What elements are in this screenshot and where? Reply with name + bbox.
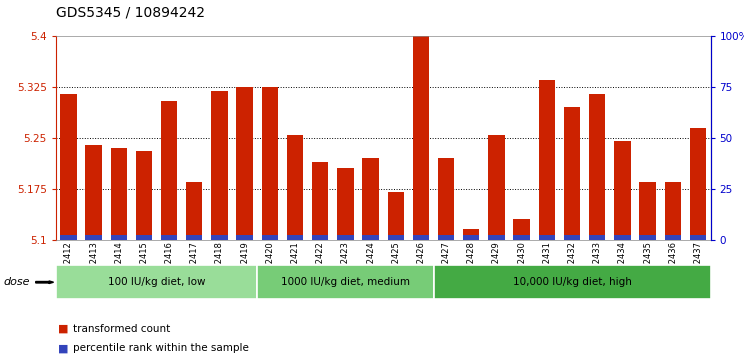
Bar xyxy=(237,87,253,240)
Bar xyxy=(262,235,278,240)
Bar xyxy=(237,235,253,240)
Text: percentile rank within the sample: percentile rank within the sample xyxy=(73,343,248,354)
Text: 1000 IU/kg diet, medium: 1000 IU/kg diet, medium xyxy=(281,277,410,287)
Bar xyxy=(463,235,479,240)
Bar xyxy=(413,235,429,240)
Bar xyxy=(211,235,228,240)
Text: 10,000 IU/kg diet, high: 10,000 IU/kg diet, high xyxy=(513,277,632,287)
Bar xyxy=(362,235,379,240)
Bar xyxy=(312,235,328,240)
Bar xyxy=(664,182,681,240)
Bar xyxy=(438,235,455,240)
Bar xyxy=(111,235,127,240)
Text: ■: ■ xyxy=(58,343,68,354)
Text: transformed count: transformed count xyxy=(73,323,170,334)
Bar xyxy=(539,80,555,240)
Bar xyxy=(589,94,606,240)
Bar xyxy=(60,94,77,240)
Bar xyxy=(413,36,429,240)
Text: 100 IU/kg diet, low: 100 IU/kg diet, low xyxy=(108,277,205,287)
Bar xyxy=(262,87,278,240)
Bar xyxy=(388,192,404,240)
Bar xyxy=(287,235,304,240)
Bar xyxy=(488,235,504,240)
Bar xyxy=(564,107,580,240)
Bar xyxy=(86,145,102,240)
Bar xyxy=(664,235,681,240)
Bar xyxy=(564,235,580,240)
Bar xyxy=(513,219,530,240)
Bar xyxy=(86,235,102,240)
Bar xyxy=(161,235,177,240)
Bar xyxy=(337,235,353,240)
Bar xyxy=(690,128,706,240)
Text: ■: ■ xyxy=(58,323,68,334)
Bar xyxy=(539,235,555,240)
Bar xyxy=(438,158,455,240)
Text: dose: dose xyxy=(4,277,31,287)
Bar xyxy=(161,101,177,240)
Bar xyxy=(513,235,530,240)
Bar xyxy=(337,168,353,240)
Bar xyxy=(287,135,304,240)
Bar xyxy=(463,229,479,240)
Bar xyxy=(186,235,202,240)
Text: GDS5345 / 10894242: GDS5345 / 10894242 xyxy=(56,5,205,20)
Bar xyxy=(135,235,152,240)
Bar xyxy=(111,148,127,240)
Bar xyxy=(186,182,202,240)
Bar xyxy=(639,235,655,240)
Bar xyxy=(388,235,404,240)
Bar xyxy=(615,235,631,240)
Bar xyxy=(589,235,606,240)
Bar xyxy=(211,90,228,240)
Bar xyxy=(615,141,631,240)
Bar xyxy=(312,162,328,240)
Bar xyxy=(60,235,77,240)
Bar xyxy=(639,182,655,240)
Bar xyxy=(135,151,152,240)
Bar xyxy=(488,135,504,240)
Bar xyxy=(362,158,379,240)
Bar xyxy=(690,235,706,240)
